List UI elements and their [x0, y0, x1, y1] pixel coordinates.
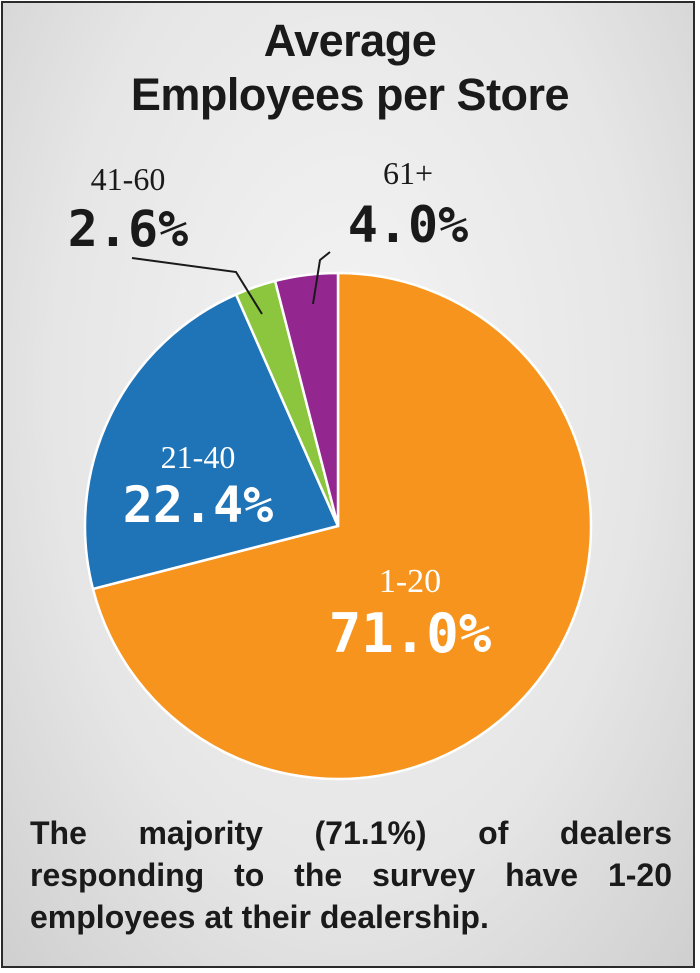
slice-value-label-1-20: 71.0% — [329, 602, 492, 665]
leader-line-61plus — [312, 251, 331, 305]
title-line-2: Employees per Store — [130, 69, 570, 120]
chart-title: Average Employees per Store — [0, 14, 700, 122]
slice-category-label-21-40: 21-40 — [161, 439, 236, 475]
chart-caption: The majority (71.1%) of dealers respondi… — [30, 815, 672, 935]
slice-category-label-1-20: 1-20 — [379, 563, 441, 600]
leader-line-41-60 — [131, 257, 263, 315]
pie-slice-1-20 — [91, 271, 593, 781]
slice-category-label-41-60: 41-60 — [91, 161, 166, 197]
pie-slice-61plus — [273, 271, 340, 528]
slice-value-label-61plus: 4.0% — [348, 196, 468, 254]
slice-value-label-21-40: 22.4% — [123, 476, 274, 534]
title-line-1: Average — [263, 15, 437, 66]
pie-slice-21-40 — [83, 293, 340, 591]
slice-value-label-41-60: 2.6% — [68, 200, 188, 258]
slice-category-label-61plus: 61+ — [383, 155, 433, 191]
